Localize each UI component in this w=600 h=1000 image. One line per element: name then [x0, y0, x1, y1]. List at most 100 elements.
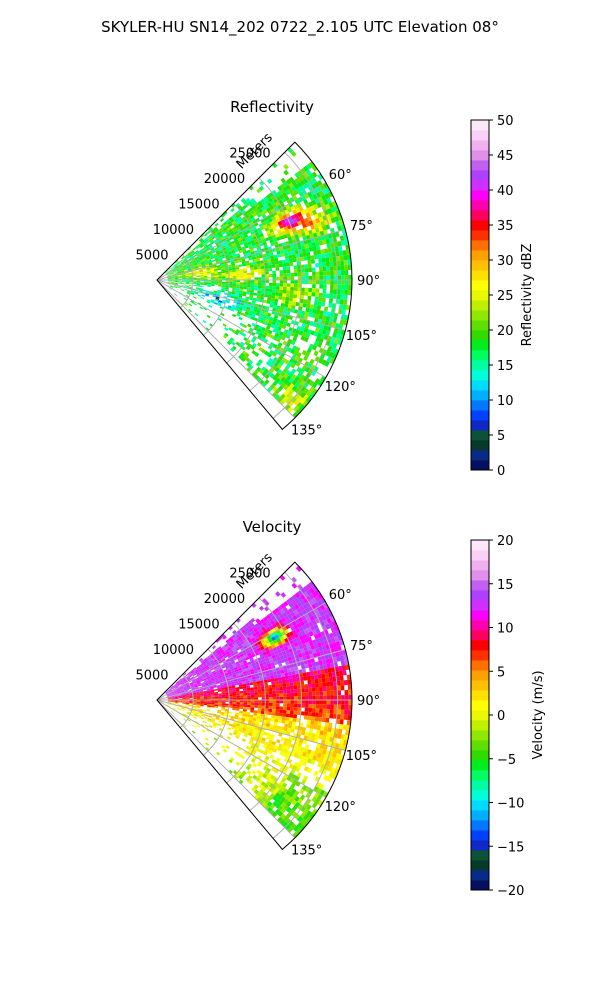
radar-gate [283, 226, 289, 231]
radar-gate [221, 706, 226, 709]
radar-gate [205, 714, 209, 717]
radar-gate [264, 755, 270, 761]
radar-gate [300, 335, 306, 341]
radar-gate [286, 686, 291, 690]
radar-gate [187, 672, 192, 676]
radar-gate [260, 680, 264, 684]
radar-gate [274, 260, 279, 265]
radar-gate [269, 724, 274, 728]
radar-gate [291, 582, 298, 589]
radar-gate [248, 717, 253, 721]
radar-gate [186, 712, 191, 715]
radar-gate [347, 264, 352, 270]
radar-gate [268, 291, 272, 296]
radar-gate [252, 632, 257, 638]
radar-gate [244, 665, 249, 669]
radar-gate [187, 246, 192, 251]
radar-gate [232, 654, 237, 659]
radar-gate [330, 336, 336, 343]
radar-gate [171, 266, 175, 269]
radar-gate [223, 242, 228, 246]
radar-gate [168, 689, 172, 692]
radar-gate [253, 369, 259, 375]
radar-gate [244, 622, 250, 628]
radar-gate [277, 220, 283, 226]
radar-gate [318, 712, 323, 718]
radar-gate [212, 725, 217, 728]
radar-gate [337, 225, 342, 232]
radar-gate [275, 645, 281, 651]
radar-gate [339, 675, 344, 681]
radar-gate [319, 664, 324, 670]
radar-gate [227, 226, 232, 231]
radar-gate [221, 301, 226, 305]
radar-gate [306, 671, 311, 677]
radar-gate [294, 725, 299, 730]
radar-gate [176, 267, 180, 271]
radar-gate [263, 299, 268, 304]
colorbar-swatch [471, 330, 489, 341]
colorbar-swatch [471, 850, 489, 861]
radar-gate [293, 309, 299, 314]
radar-gate [275, 322, 280, 327]
radar-gate [348, 700, 352, 706]
radar-gate [239, 704, 244, 707]
radar-gate [256, 633, 262, 638]
radar-gate [331, 200, 338, 207]
radar-gate [340, 734, 346, 740]
radar-gate [167, 277, 172, 279]
radar-gate [224, 289, 229, 292]
radar-gate [203, 272, 208, 274]
radar-gate [284, 672, 289, 677]
colorbar-tick-label: 20 [497, 324, 514, 339]
radar-gate [236, 271, 240, 274]
radar-gate [294, 670, 299, 675]
radar-gate [241, 298, 246, 302]
reflectivity-colorbar-label: Reflectivity dBZ [520, 244, 535, 347]
radar-gate [178, 277, 183, 279]
radar-gate [178, 696, 183, 698]
radar-gate [291, 576, 297, 583]
radar-gate [264, 294, 268, 298]
radar-gate [189, 277, 194, 279]
radar-gate [272, 286, 276, 290]
radar-gate [319, 271, 324, 276]
radar-gate [290, 611, 296, 617]
radar-gate [247, 652, 252, 657]
radar-gate [279, 273, 284, 277]
radar-gate [226, 660, 231, 664]
radar-gate [237, 753, 242, 758]
radar-gate [282, 741, 288, 746]
radar-gate [200, 283, 204, 285]
radar-gate [340, 709, 345, 715]
radar-gate [297, 276, 302, 280]
radar-gate [231, 291, 236, 295]
radar-gate [239, 282, 244, 285]
radar-gate [281, 650, 287, 656]
radar-gate [250, 709, 254, 713]
radar-gate [269, 334, 275, 339]
radar-gate [232, 285, 237, 289]
radar-gate [200, 696, 204, 698]
radar-gate [267, 261, 272, 266]
radar-gate [189, 280, 194, 282]
radar-gate [252, 639, 258, 644]
radar-gate [343, 299, 348, 305]
radar-gate [269, 659, 274, 664]
radar-gate [348, 274, 352, 280]
radar-gate [167, 700, 172, 702]
radar-gate [274, 298, 279, 303]
radar-gate [215, 297, 220, 301]
radar-gate [285, 262, 290, 267]
azimuth-tick-label: 75° [350, 639, 373, 654]
radar-gate [302, 394, 309, 401]
radar-gate [292, 345, 298, 351]
radar-gate [211, 282, 215, 285]
radar-gate [245, 629, 251, 635]
radar-gate [239, 275, 244, 278]
radar-gate [207, 656, 212, 661]
radar-gate [314, 237, 319, 243]
radar-gate [299, 788, 305, 795]
radar-gate [341, 280, 345, 285]
radar-gate [314, 296, 319, 302]
